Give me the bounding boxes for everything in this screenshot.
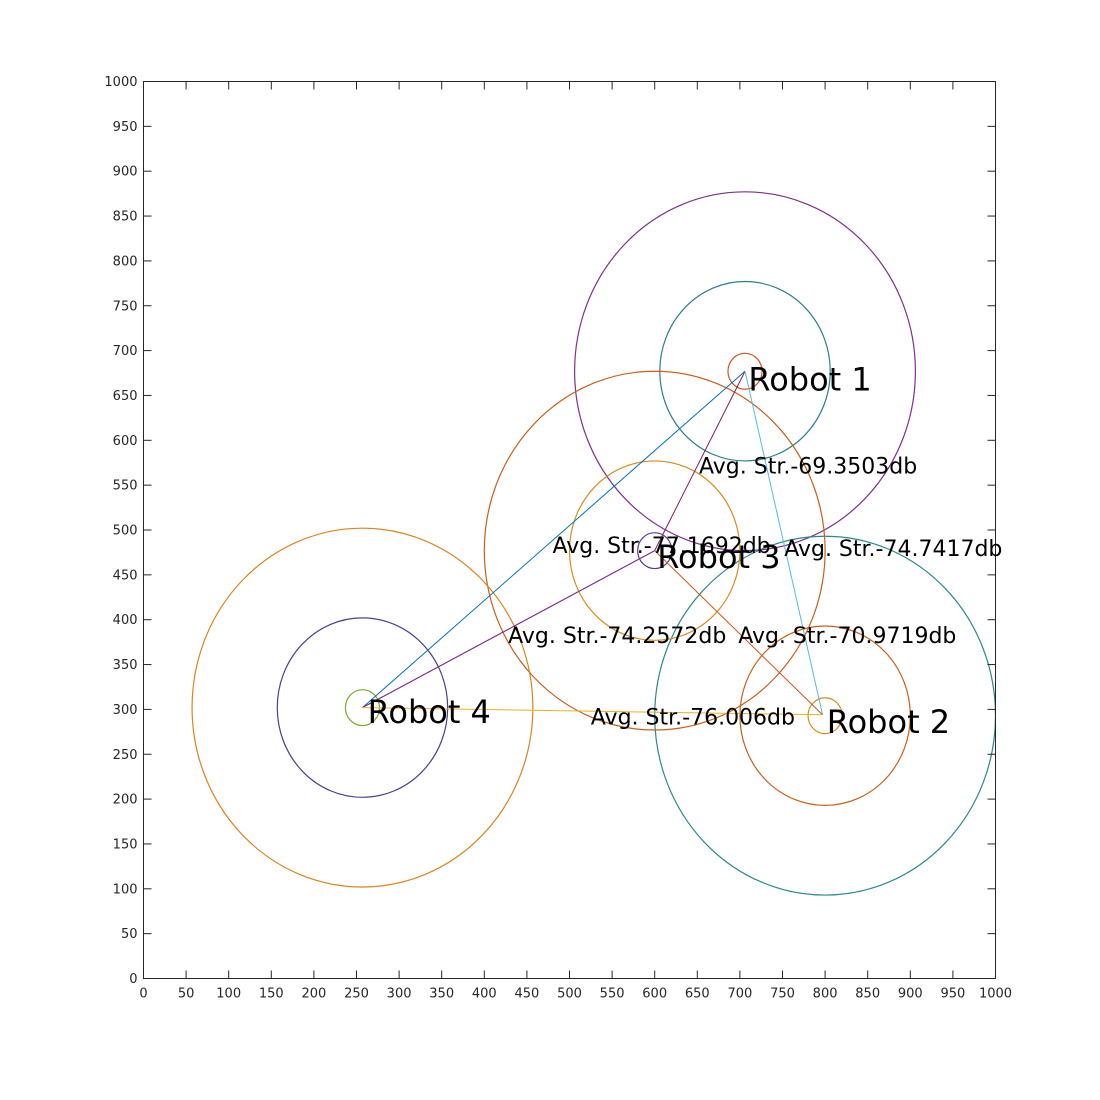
link-strength-label: Avg. Str.-70.9719db [738,624,956,649]
axes-background [143,81,996,979]
range-circle-6 [637,532,673,570]
range-circle-2 [574,191,917,552]
x-tick-label: 0 [139,987,147,1002]
y-tick-label: 900 [113,165,138,180]
signal-link-0 [362,370,746,708]
x-tick-label: 100 [216,987,241,1002]
y-tick-label: 700 [113,344,138,359]
y-tick-label: 400 [113,613,138,628]
axes-box [143,81,996,979]
x-tick-label: 450 [514,987,539,1002]
x-tick-label: 750 [770,987,795,1002]
signal-link-4 [654,550,823,716]
range-circle-10 [276,617,449,798]
y-tick-label: 450 [113,568,138,583]
y-tick-label: 150 [113,837,138,852]
y-tick-label: 600 [113,434,138,449]
y-tick-label: 0 [129,972,137,987]
x-tick-label: 650 [685,987,710,1002]
link-strength-label: Avg. Str.-69.3503db [699,454,917,479]
link-strength-label: Avg. Str.-76.006db [591,706,795,731]
x-tick-label: 800 [813,987,838,1002]
y-tick-label: 500 [113,524,138,539]
x-tick-label: 250 [344,987,369,1002]
range-circle-7 [568,460,741,641]
range-circle-8 [483,370,826,731]
x-tick-label: 900 [898,987,923,1002]
range-circle-4 [739,625,911,806]
y-tick-label: 1000 [104,75,137,90]
link-strength-label: Avg. Str.-74.2572db [508,624,726,649]
y-tick-label: 350 [113,658,138,673]
x-tick-label: 950 [940,987,965,1002]
link-strength-label: Avg. Str.-77.1692db [552,534,770,559]
y-tick-label: 200 [113,793,138,808]
x-tick-label: 350 [429,987,454,1002]
robot-label: Robot 3 [657,538,780,576]
y-tick-label: 750 [113,299,138,314]
x-tick-label: 400 [472,987,497,1002]
x-tick-label: 850 [855,987,880,1002]
signal-link-5 [362,550,655,709]
range-circle-0 [727,352,763,390]
x-tick-label: 50 [178,987,195,1002]
link-strength-label: Avg. Str.-74.7417db [784,537,1002,562]
robot-label: Robot 1 [748,360,871,398]
range-circle-3 [807,697,843,735]
y-tick-label: 800 [113,254,138,269]
signal-link-1 [654,371,746,551]
y-tick-label: 950 [113,120,138,135]
y-tick-label: 50 [121,927,138,942]
signal-link-6 [362,707,823,716]
x-tick-label: 200 [301,987,326,1002]
text-annotations: Avg. Str.-69.3503db Avg. Str.-74.7417db Av… [368,360,1003,741]
x-tick-label: 300 [387,987,412,1002]
y-tick-label: 650 [113,389,138,404]
y-tick-label: 850 [113,210,138,225]
x-tick-label: 700 [727,987,752,1002]
x-tick-label: 1000 [979,987,1012,1002]
x-tick-label: 600 [642,987,667,1002]
y-tick-label: 100 [113,882,138,897]
x-tick-label: 550 [600,987,625,1002]
y-tick-label: 300 [113,703,138,718]
robot-label: Robot 2 [827,703,950,741]
y-tick-label: 250 [113,748,138,763]
signal-links [362,370,824,716]
signal-link-2 [744,371,824,715]
y-tick-label: 550 [113,479,138,494]
x-tick-label: 500 [557,987,582,1002]
x-tick-label: 150 [259,987,284,1002]
axis-ticks: 0 50 100 150 200 250 300 350 400 450 500 550 600 650 7… [104,75,1012,1002]
robot-label: Robot 4 [368,693,491,731]
range-circle-11 [191,527,534,888]
